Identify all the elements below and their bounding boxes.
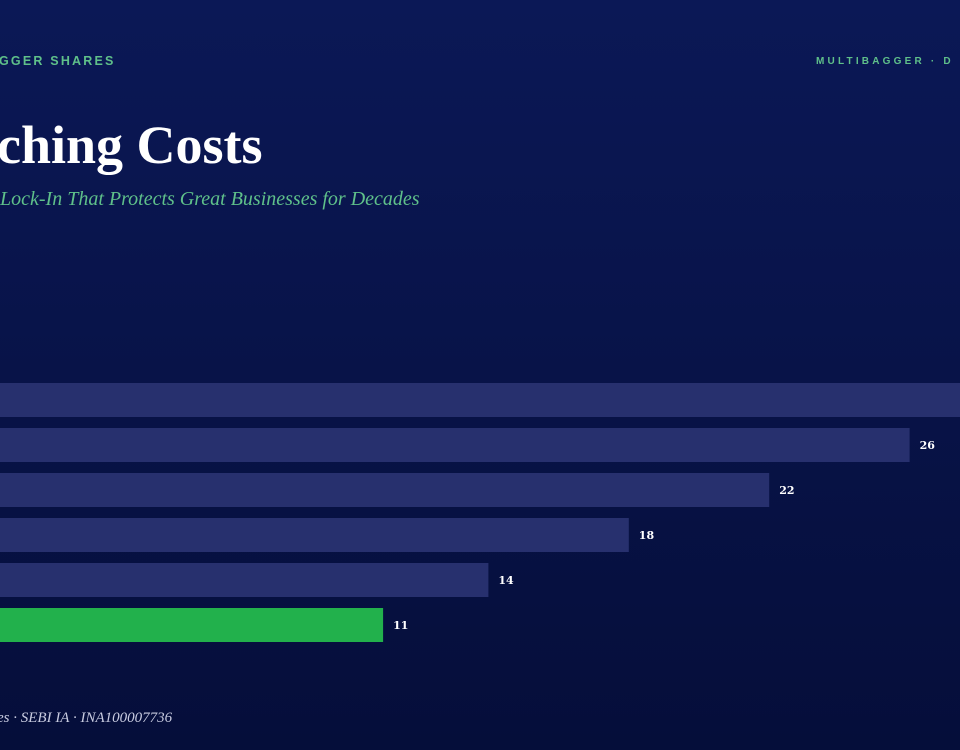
bar [0, 383, 960, 417]
bar [0, 428, 910, 462]
bar [0, 608, 384, 642]
value-label: 18 [639, 529, 655, 542]
footer: es · SEBI IA · INA100007736 [0, 710, 173, 726]
brand: MULTIBAGGER · D [816, 56, 954, 67]
value-label: 14 [498, 574, 514, 587]
chart-title: ching Costs [0, 115, 263, 175]
bar-group: 26 22 18 14 11 [0, 383, 960, 642]
kicker: GGER SHARES [0, 54, 116, 68]
value-label: 11 [393, 619, 408, 632]
chart-subtitle: Lock-In That Protects Great Businesses f… [0, 188, 420, 210]
bar [0, 563, 489, 597]
bar [0, 518, 629, 552]
value-label: 26 [920, 439, 936, 452]
value-label: 22 [779, 484, 794, 497]
bar [0, 473, 770, 507]
